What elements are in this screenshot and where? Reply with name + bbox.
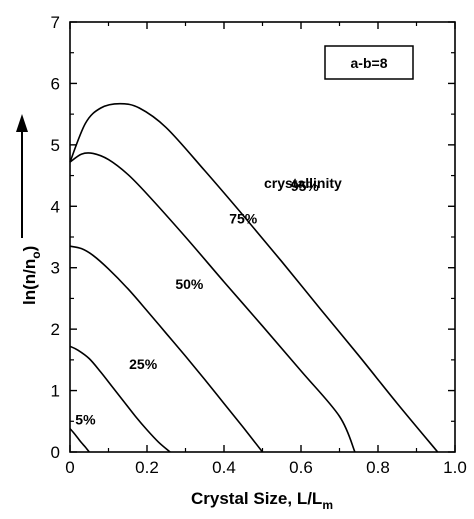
curve-label: 50% — [175, 276, 204, 292]
legend-box-text: a-b=8 — [351, 55, 388, 71]
x-axis-title: Crystal Size, L/Lm — [191, 489, 333, 512]
y-axis-arrow-head — [16, 114, 28, 132]
series-line-25pct — [69, 345, 171, 453]
x-tick-label: 0.8 — [366, 458, 390, 477]
x-tick-label: 0.6 — [289, 458, 313, 477]
y-axis-title-close: ) — [20, 246, 39, 252]
y-tick-label: 6 — [51, 74, 60, 93]
plot-frame — [69, 21, 456, 453]
y-tick-label: 5 — [51, 136, 60, 155]
ticks — [69, 21, 456, 453]
y-tick-label: 0 — [51, 443, 60, 462]
series-line-75pct — [69, 152, 356, 453]
curve-labels: 5% 25% 50% 75% 95% — [75, 178, 319, 427]
y-axis-title-group: ln(n/no) — [20, 246, 43, 305]
curves — [69, 102, 439, 453]
x-axis-title-main: Crystal Size, L/L — [191, 489, 322, 508]
y-tick-label: 3 — [51, 259, 60, 278]
tick-labels: 0 0.2 0.4 0.6 0.8 1.0 0 1 2 3 4 5 6 7 — [51, 13, 467, 477]
y-tick-label: 4 — [51, 197, 60, 216]
series-line-95pct — [69, 102, 439, 453]
curve-label: 25% — [129, 356, 158, 372]
y-tick-label: 7 — [51, 13, 60, 32]
curve-label: 95% — [291, 178, 320, 194]
legend-box — [324, 45, 414, 80]
y-tick-label: 2 — [51, 320, 60, 339]
series-line-5pct — [69, 428, 90, 453]
y-axis-title-sub: o — [29, 251, 43, 258]
x-tick-label: 0.4 — [212, 458, 236, 477]
crystallinity-annotation: crystallinity — [264, 175, 342, 191]
x-tick-label: 0.2 — [135, 458, 159, 477]
x-tick-label: 0 — [65, 458, 74, 477]
y-tick-label: 1 — [51, 382, 60, 401]
x-tick-label: 1.0 — [443, 458, 467, 477]
series-line-50pct — [69, 245, 264, 453]
curve-label: 75% — [229, 210, 258, 226]
y-axis-title-main: ln(n/n — [20, 259, 39, 305]
curve-label: 5% — [75, 411, 96, 427]
x-axis-title-sub: m — [322, 498, 333, 512]
y-axis-title: ln(n/no) — [20, 246, 43, 305]
